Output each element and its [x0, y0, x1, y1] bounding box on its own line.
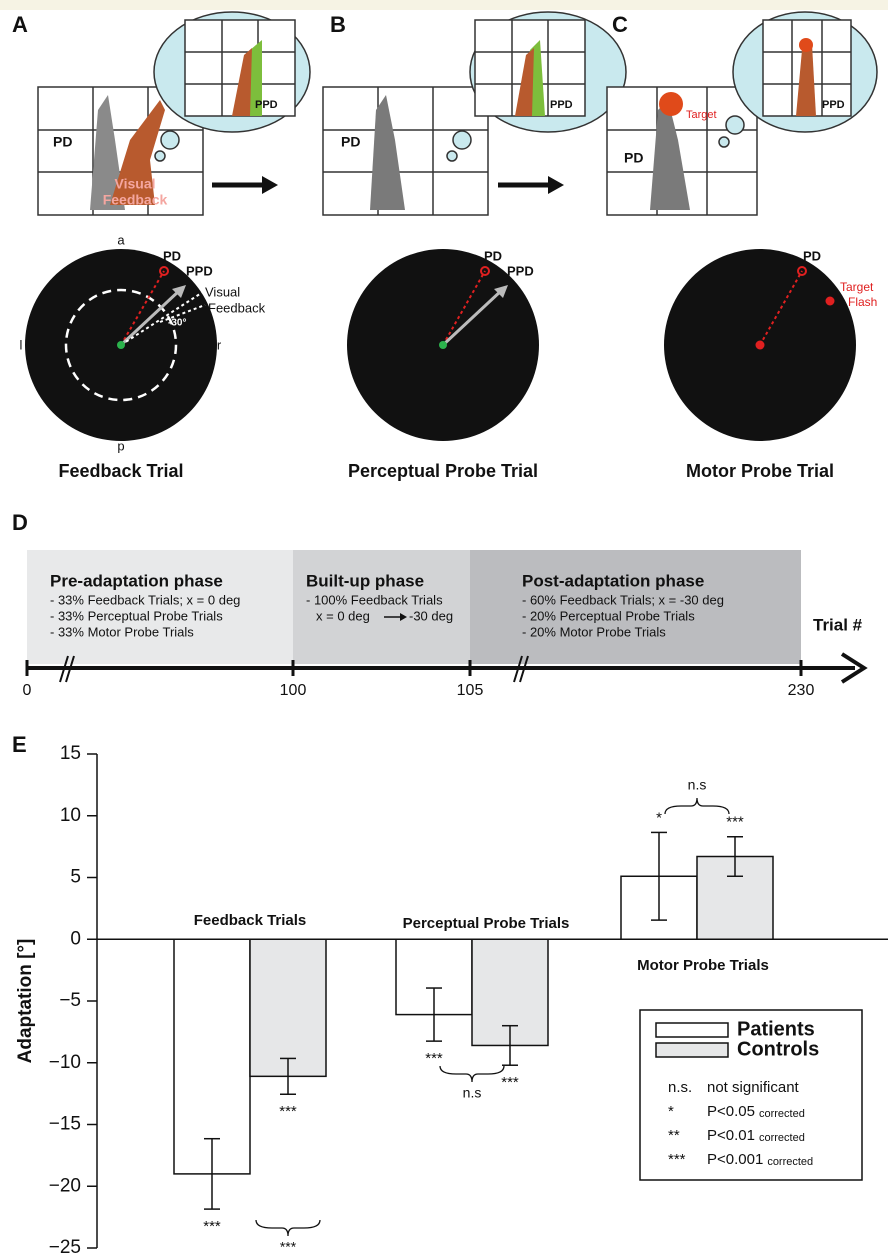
circle-label: PPD: [507, 263, 534, 278]
y-tick-label: 0: [70, 928, 81, 949]
y-tick-label: −10: [49, 1052, 81, 1073]
top-strip: [0, 0, 888, 10]
photo-label: PD: [624, 150, 643, 166]
comparison-brace: [256, 1220, 320, 1236]
circle-label: PPD: [186, 263, 213, 278]
caption: Motor Probe Trial: [686, 461, 834, 481]
photo-label: Feedback: [103, 192, 168, 208]
y-tick-label: 10: [60, 805, 81, 826]
comparison-brace: [440, 1066, 504, 1082]
legend-text: P<0.01: [707, 1127, 755, 1144]
y-tick-label: 5: [70, 867, 81, 888]
y-axis-label: Adaptation [°]: [15, 939, 36, 1064]
timeline-tick-label: 0: [23, 682, 32, 699]
direction-label: p: [117, 438, 124, 453]
circle-label: Feedback: [208, 300, 266, 315]
legend-symbol: n.s.: [668, 1079, 692, 1096]
legend-swatch: [656, 1023, 728, 1037]
y-tick-label: 15: [60, 743, 81, 764]
panel-b-photo: [323, 12, 626, 215]
phase-line: - 33% Perceptual Probe Trials: [50, 608, 223, 623]
legend-label: Controls: [737, 1038, 819, 1060]
photo-label: Target: [686, 109, 717, 121]
panel-label: C: [612, 12, 628, 37]
bar: [250, 939, 326, 1076]
category-label: Perceptual Probe Trials: [403, 915, 570, 932]
timeline-tick-label: 230: [788, 682, 815, 699]
y-tick-label: −5: [59, 990, 81, 1011]
y-tick-label: −20: [49, 1175, 81, 1196]
legend-text: P<0.001: [707, 1151, 763, 1168]
circle-label: Flash: [848, 295, 877, 309]
phase-line: - 60% Feedback Trials; x = -30 deg: [522, 592, 724, 607]
direction-label: r: [217, 337, 222, 352]
photo-label: PPD: [822, 99, 845, 111]
direction-label: a: [117, 232, 125, 247]
legend-symbol: **: [668, 1127, 680, 1144]
phase-line: - 20% Motor Probe Trials: [522, 624, 666, 639]
significance-label: ***: [279, 1103, 297, 1120]
photo-label: PD: [341, 134, 360, 150]
legend-text: P<0.05: [707, 1103, 755, 1120]
axis-label: Trial #: [813, 615, 863, 634]
caption: Feedback Trial: [58, 461, 183, 481]
panel-c-photo: [607, 12, 877, 215]
comparison-label: n.s: [688, 777, 707, 793]
circle-label: Visual: [205, 284, 240, 299]
significance-label: ***: [726, 814, 744, 831]
photo-label: PPD: [255, 99, 278, 111]
legend-subtext: corrected: [759, 1132, 805, 1144]
circle-label: PD: [163, 248, 181, 263]
figure: A PD PPD Visual Feedback a l r p PD PPD …: [0, 0, 888, 1260]
phase-line: - 20% Perceptual Probe Trials: [522, 608, 695, 623]
circle-label: PD: [803, 248, 821, 263]
photo-label: PPD: [550, 99, 573, 111]
direction-label: l: [20, 337, 23, 352]
angle-label: -30°: [168, 318, 186, 329]
phase-line: -30 deg: [409, 608, 453, 623]
panel-label: B: [330, 12, 346, 37]
legend-subtext: corrected: [759, 1108, 805, 1120]
panel-label: E: [12, 732, 27, 757]
category-label: Motor Probe Trials: [637, 957, 769, 974]
phase-line: - 100% Feedback Trials: [306, 592, 443, 607]
comparison-label: ***: [280, 1239, 297, 1255]
category-label: Feedback Trials: [194, 912, 307, 929]
comparison-brace: [665, 798, 729, 814]
timeline-tick-label: 105: [457, 682, 484, 699]
photo-label: PD: [53, 134, 72, 150]
comparison-label: n.s: [463, 1085, 482, 1101]
circle-label: PD: [484, 248, 502, 263]
significance-label: ***: [501, 1074, 519, 1091]
y-tick-label: −15: [49, 1114, 81, 1135]
bar-chart: E Adaptation [°] −25 −20 −15 −10 −5 0 5 10 15 Feedb…: [12, 732, 888, 1258]
legend-symbol: ***: [668, 1151, 686, 1168]
photo-label: Visual: [115, 176, 156, 192]
phase-title: Pre-adaptation phase: [50, 571, 223, 590]
y-tick-label: −25: [49, 1237, 81, 1258]
circle-label: Target: [840, 280, 874, 294]
panel-label: D: [12, 510, 28, 535]
significance-label: *: [656, 809, 662, 826]
phase-line: x = 0 deg: [316, 608, 370, 623]
panel-label: A: [12, 12, 28, 37]
legend-subtext: corrected: [767, 1156, 813, 1168]
legend-swatch: [656, 1043, 728, 1057]
caption: Perceptual Probe Trial: [348, 461, 538, 481]
phase-line: - 33% Motor Probe Trials: [50, 624, 194, 639]
phase-title: Built-up phase: [306, 571, 424, 590]
significance-label: ***: [203, 1218, 221, 1235]
legend-text: not significant: [707, 1079, 800, 1096]
panel-c-circle: [664, 249, 856, 441]
phase-line: - 33% Feedback Trials; x = 0 deg: [50, 592, 240, 607]
significance-label: ***: [425, 1050, 443, 1067]
timeline-tick-label: 100: [280, 682, 307, 699]
panel-a-photo: [38, 12, 310, 215]
legend-symbol: *: [668, 1103, 674, 1120]
phase-title: Post-adaptation phase: [522, 571, 704, 590]
legend-label: Patients: [737, 1018, 815, 1040]
